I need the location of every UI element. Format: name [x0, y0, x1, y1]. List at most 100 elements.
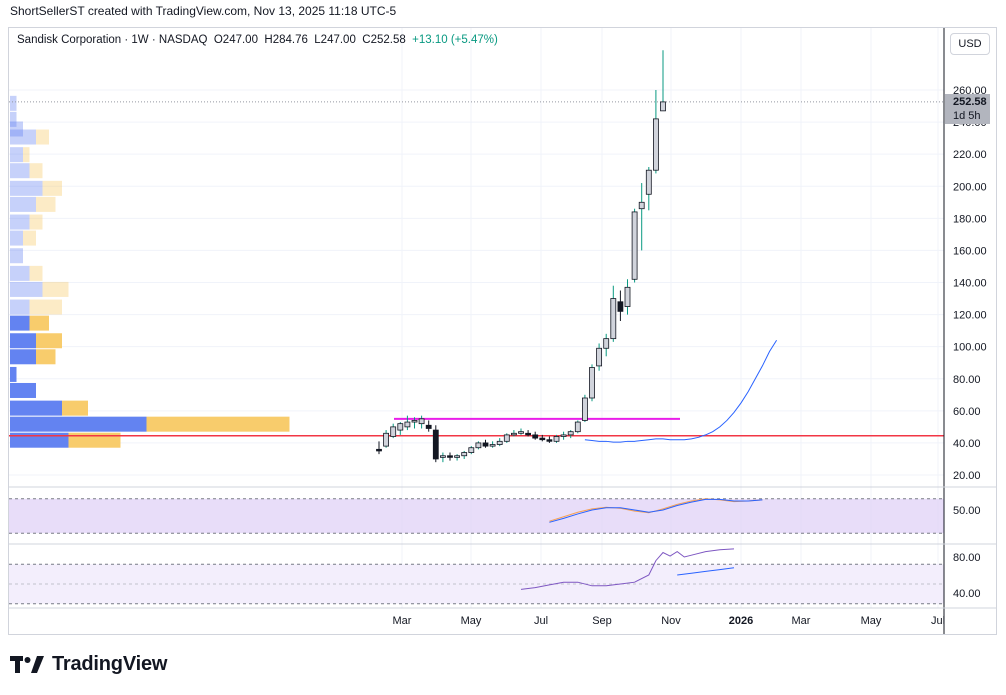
vp-down-bar: [29, 265, 43, 281]
low-value: 247.00: [320, 34, 356, 46]
vp-down-bar: [62, 400, 88, 416]
candle-body: [383, 432, 390, 447]
candle-body: [653, 118, 659, 171]
vp-down-bar: [29, 315, 49, 331]
candle-body: [496, 440, 503, 445]
vp-up-bar: [10, 432, 69, 448]
vp-up-bar: [10, 315, 30, 331]
tradingview-logo[interactable]: TradingView: [10, 653, 167, 676]
y-tick-label: 100.00: [953, 342, 987, 354]
vp-up-bar: [10, 111, 17, 127]
vp-up-bar: [10, 121, 23, 137]
bar-countdown: 1d 5h: [953, 110, 981, 122]
candle-body: [439, 455, 446, 458]
vp-down-bar: [36, 333, 62, 349]
brand-name: TradingView: [52, 653, 168, 675]
x-tick-label: 2026: [729, 615, 753, 627]
vp-up-bar: [10, 147, 23, 163]
vp-up-bar: [10, 333, 36, 349]
candle-body: [631, 211, 638, 280]
last-price-label: 252.58 1d 5h: [945, 94, 990, 124]
x-tick-label: Jul: [931, 615, 945, 627]
candle-body: [489, 444, 496, 447]
sma-line: [584, 339, 778, 443]
symbol-legend: Sandisk Corporation · 1W · NASDAQ O247.0…: [17, 34, 498, 46]
x-tick-label: May: [461, 615, 482, 627]
oscillator-pane: [9, 498, 944, 534]
rsi-line: [677, 567, 735, 576]
high-label: H: [264, 34, 273, 46]
volume-profile: [10, 95, 290, 448]
symbol-name: Sandisk Corporation · 1W · NASDAQ: [17, 34, 208, 46]
vp-down-bar: [29, 163, 43, 179]
candle-body: [461, 452, 468, 457]
y-tick-label: 80.00: [953, 374, 981, 386]
vp-up-bar: [10, 281, 43, 297]
vp-up-bar: [10, 163, 30, 179]
change-value: +13.10 (+5.47%): [412, 34, 498, 46]
candle-body: [617, 301, 624, 312]
close-label: C: [362, 34, 371, 46]
vp-down-bar: [36, 129, 49, 145]
candle-body: [468, 447, 475, 453]
vp-down-bar: [29, 299, 62, 315]
osc-line: [549, 498, 763, 523]
candle-body: [432, 429, 439, 460]
y-tick-label: 180.00: [953, 213, 987, 225]
vp-down-bar: [23, 230, 36, 246]
candle-body: [411, 420, 418, 423]
open-value: 247.00: [222, 34, 258, 46]
candle-body: [610, 298, 617, 340]
last-price-value: 252.58: [953, 96, 987, 108]
candle-body: [376, 448, 382, 452]
y-tick-label: 160.00: [953, 245, 987, 257]
candle-body: [447, 455, 453, 458]
vp-down-bar: [23, 147, 30, 163]
candle-body: [454, 455, 461, 458]
vp-up-bar: [10, 129, 36, 145]
tradingview-logo-icon: [10, 655, 44, 673]
y-tick-label: 140.00: [953, 278, 987, 290]
candle-body: [539, 437, 546, 441]
vp-up-bar: [10, 248, 23, 264]
x-tick-label: Jul: [534, 615, 548, 627]
vp-down-bar: [42, 281, 69, 297]
x-tick-label: Mar: [393, 615, 412, 627]
vp-down-bar: [36, 349, 56, 365]
high-value: 284.76: [272, 34, 308, 46]
vp-down-bar: [42, 180, 62, 196]
vp-up-bar: [10, 416, 147, 432]
chart-frame: [8, 27, 997, 635]
osc-tick-label: 50.00: [953, 505, 981, 517]
candle-body: [603, 338, 610, 349]
rsi-tick-label: 40.00: [953, 588, 981, 600]
y-tick-label: 220.00: [953, 149, 987, 161]
x-tick-label: Mar: [792, 615, 811, 627]
candle-body: [582, 397, 588, 421]
candle-body: [397, 423, 404, 431]
candle-body: [638, 201, 645, 210]
candle-body: [560, 434, 567, 437]
moving-average: [584, 339, 778, 443]
rsi-line: [520, 548, 735, 590]
candle-body: [482, 442, 489, 447]
y-tick-label: 120.00: [953, 310, 987, 322]
rsi-pane: [9, 548, 944, 605]
horizontal-levels: [9, 101, 944, 437]
candle-body: [404, 421, 411, 428]
chart-caption: ShortSellerST created with TradingView.c…: [10, 4, 397, 18]
vp-down-bar: [36, 196, 56, 212]
vp-up-bar: [10, 366, 17, 382]
vp-up-bar: [10, 382, 36, 398]
candle-body: [624, 286, 631, 307]
candles: [376, 50, 666, 463]
y-tick-label: 40.00: [953, 438, 981, 450]
rsi-band: [9, 564, 944, 604]
vp-up-bar: [10, 349, 36, 365]
currency-button[interactable]: USD: [950, 33, 990, 55]
vp-up-bar: [10, 265, 30, 281]
candle-body: [418, 418, 425, 425]
y-tick-label: 20.00: [953, 470, 981, 482]
candle-body: [510, 432, 517, 436]
